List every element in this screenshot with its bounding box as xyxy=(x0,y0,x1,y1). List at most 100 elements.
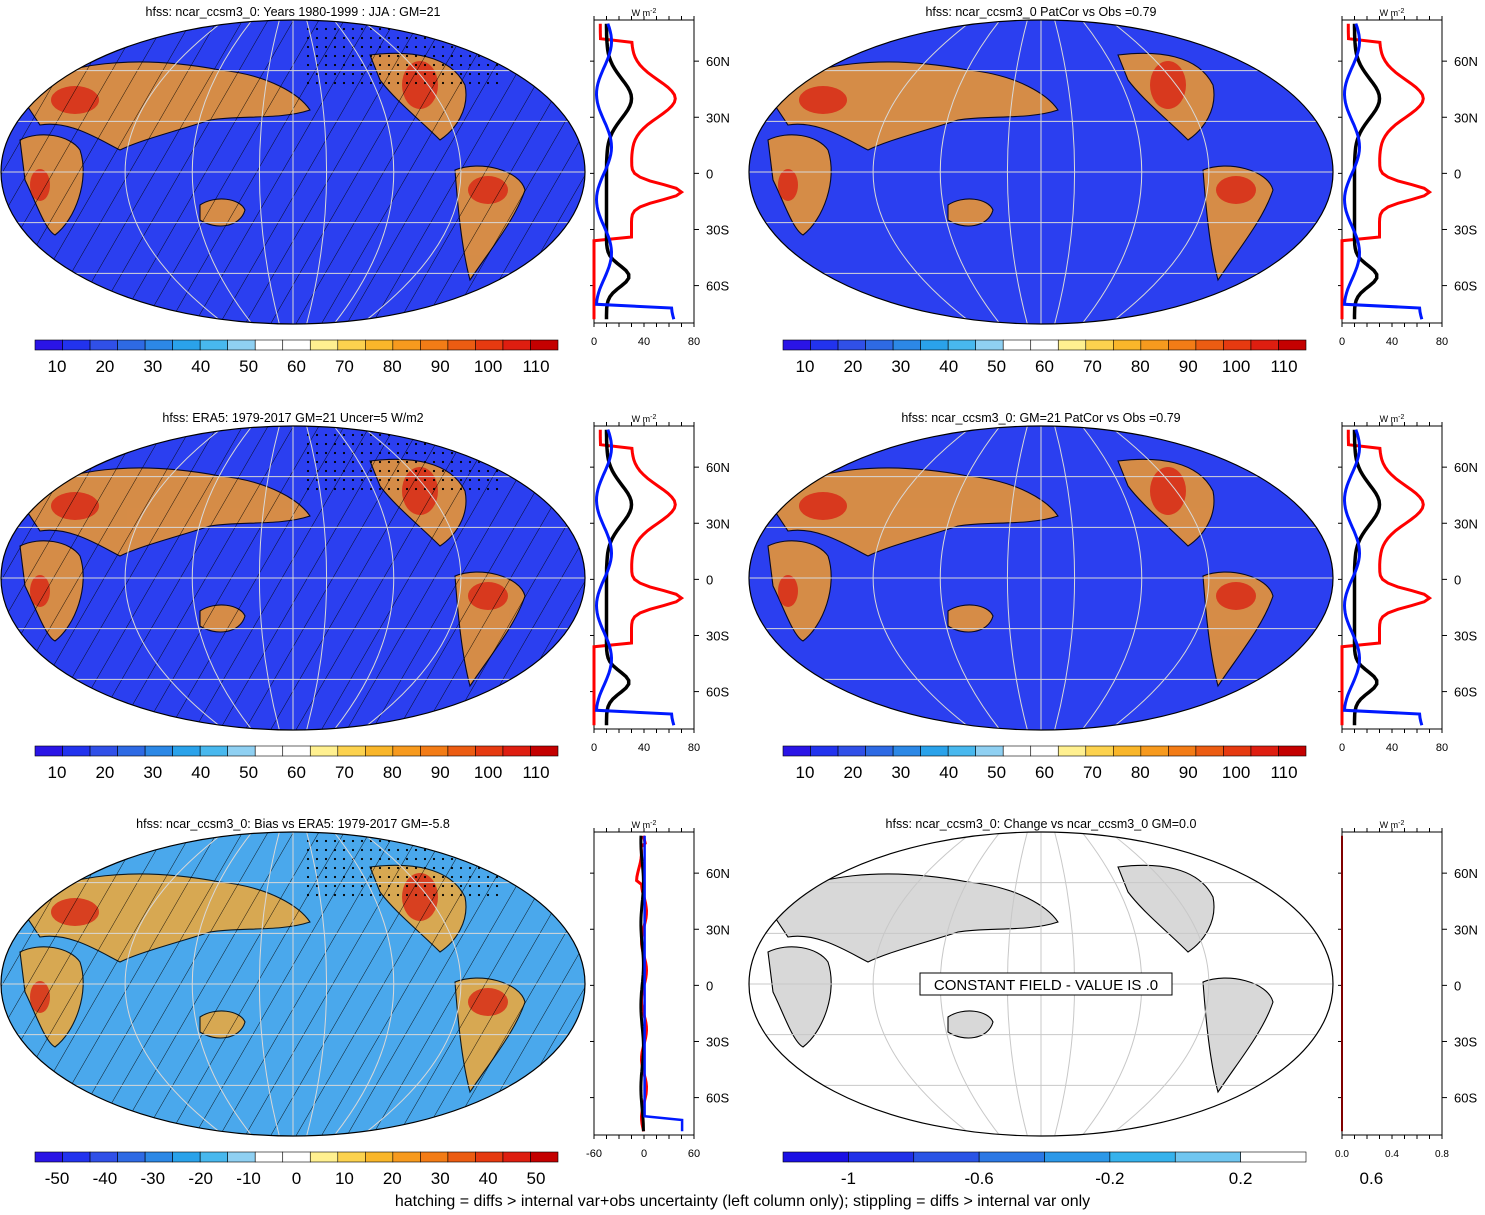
zonal-mean-plot: W m-2 60N 30N 0 30S 60S -60 0 60 xyxy=(586,820,730,1160)
lat-tick-label: 0 xyxy=(706,166,713,181)
hotspot-4 xyxy=(778,169,798,201)
zonal-x-tick-label: 0 xyxy=(641,1148,647,1160)
lat-tick-label: 60N xyxy=(706,54,730,69)
zonal-line-ocean xyxy=(1342,429,1424,726)
colorbar-label: -40 xyxy=(93,1169,118,1188)
colorbar-swatch xyxy=(337,1151,366,1163)
colorbar-swatch xyxy=(1057,745,1087,757)
colorbar-swatch xyxy=(865,339,894,351)
lat-tick-label: 30N xyxy=(706,516,730,531)
colorbar-label: 60 xyxy=(287,357,306,376)
hotspot-1 xyxy=(799,492,847,520)
lat-tick-label: 30N xyxy=(706,922,730,937)
colorbar-swatch xyxy=(365,745,394,757)
colorbar-swatch xyxy=(1140,745,1169,757)
colorbar-swatch xyxy=(282,339,311,351)
colorbar-swatch xyxy=(837,339,866,351)
colorbar-swatch xyxy=(227,1151,256,1163)
colorbar-label: 100 xyxy=(474,763,502,782)
colorbar-label: 40 xyxy=(191,357,210,376)
zonal-x-tick-label: 0 xyxy=(591,742,597,754)
map-border xyxy=(748,19,1334,325)
colorbar-swatch xyxy=(117,1151,146,1163)
colorbar-swatch xyxy=(1168,339,1197,351)
zonal-frame xyxy=(1341,425,1443,730)
colorbar-swatch xyxy=(309,339,339,351)
zonal-frame xyxy=(593,19,695,324)
zonal-line-ocean xyxy=(594,23,676,320)
colorbar-label: 90 xyxy=(1179,357,1198,376)
colorbar-swatch xyxy=(420,339,449,351)
longitude-line xyxy=(1081,20,1143,324)
colorbar-label: 0.6 xyxy=(1360,1169,1384,1188)
colorbar-label: 40 xyxy=(191,763,210,782)
colorbar-swatch xyxy=(62,1151,91,1163)
colorbar-swatch xyxy=(34,339,63,351)
hotspot-3 xyxy=(1216,582,1256,610)
zonal-line-land xyxy=(1340,429,1433,726)
continent-2 xyxy=(767,134,832,236)
colorbar-swatch xyxy=(1278,745,1307,757)
colorbar-label: 0 xyxy=(292,1169,301,1188)
colorbar-label: 40 xyxy=(479,1169,498,1188)
colorbar-swatch xyxy=(309,745,339,757)
colorbar-swatch xyxy=(227,339,256,351)
colorbar-swatch xyxy=(144,745,173,757)
colorbar-label: 80 xyxy=(383,357,402,376)
zonal-x-tick-label: 80 xyxy=(1436,742,1448,754)
zonal-mean-plot: W m-2 60N 30N 0 30S 60S 0 40 80 xyxy=(1338,414,1478,754)
longitude-line xyxy=(1054,426,1076,730)
longitude-line xyxy=(124,426,226,730)
colorbar-swatch xyxy=(254,1151,284,1163)
colorbar-swatch xyxy=(1195,745,1224,757)
map-field xyxy=(1,426,585,730)
colorbar-swatch xyxy=(1057,339,1087,351)
colorbar-swatch xyxy=(1085,339,1114,351)
colorbar-swatch xyxy=(172,745,201,757)
lat-tick-label: 60S xyxy=(1454,685,1477,700)
colorbar-swatch xyxy=(1044,1151,1111,1163)
colorbar-swatch xyxy=(34,745,63,757)
colorbar-swatch xyxy=(89,745,118,757)
colorbar-label: 30 xyxy=(891,357,910,376)
hotspot-1 xyxy=(799,86,847,114)
colorbar-label: 70 xyxy=(1083,763,1102,782)
colorbar-swatch xyxy=(254,339,284,351)
longitude-line xyxy=(1006,426,1028,730)
zonal-x-tick-label: 80 xyxy=(1436,336,1448,348)
lat-tick-label: 60S xyxy=(706,1091,729,1106)
zonal-unit-label: W m-2 xyxy=(1380,414,1405,424)
zonal-unit-label: W m-2 xyxy=(632,820,657,830)
longitude-line xyxy=(939,20,1001,324)
longitude-line xyxy=(333,20,395,324)
colorbar-swatch xyxy=(1250,339,1279,351)
hotspot-2 xyxy=(1150,61,1186,109)
colorbar-swatch xyxy=(254,745,284,757)
colorbar-swatch xyxy=(1140,339,1169,351)
lat-tick-label: 60S xyxy=(1454,279,1477,294)
continent-1 xyxy=(767,467,1059,557)
colorbar-label: 10 xyxy=(796,357,815,376)
colorbar-label: 70 xyxy=(335,763,354,782)
map-field xyxy=(749,20,1333,324)
colorbar-swatch xyxy=(199,1151,228,1163)
zonal-frame xyxy=(1341,19,1443,324)
constant-field-box xyxy=(919,972,1173,996)
longitude-line xyxy=(191,832,253,1136)
zonal-mean-plot: W m-2 60N 30N 0 30S 60S 0 40 80 xyxy=(590,8,730,348)
panel-2: hfss: ncar_ccsm3_0 PatCor vs Obs =0.79 10… xyxy=(748,5,1478,376)
colorbar-label: -50 xyxy=(45,1169,70,1188)
colorbar-swatch xyxy=(1195,339,1224,351)
zonal-line-ocean xyxy=(594,429,676,726)
lat-tick-label: 60N xyxy=(1454,54,1478,69)
longitude-line xyxy=(1108,20,1210,324)
longitude-line xyxy=(360,426,462,730)
lat-tick-label: 0 xyxy=(706,572,713,587)
colorbar-label: 100 xyxy=(1222,763,1250,782)
zonal-x-tick-label: 0.8 xyxy=(1435,1149,1449,1160)
map-field xyxy=(1,832,585,1136)
colorbar-label: 40 xyxy=(939,357,958,376)
colorbar-swatch xyxy=(420,745,449,757)
colorbar-swatch xyxy=(337,339,366,351)
zonal-x-tick-label: 0 xyxy=(1339,336,1345,348)
